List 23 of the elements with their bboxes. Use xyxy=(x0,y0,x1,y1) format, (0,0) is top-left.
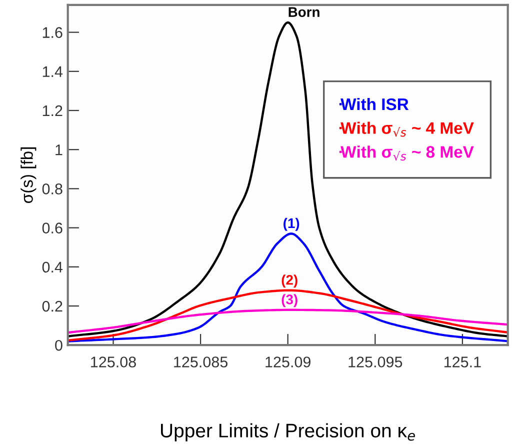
y-tick-label: 0.2 xyxy=(42,300,62,312)
x-tick-label: 125.095 xyxy=(348,356,402,368)
annotation: (1) xyxy=(284,218,300,231)
annotation: (2) xyxy=(282,274,298,288)
legend-label: With σ$_{√s}$ ~ 8 MeV xyxy=(340,146,474,161)
y-tick-label: 1.6 xyxy=(42,27,62,38)
y-tick-label: 1.2 xyxy=(42,105,62,116)
y-tick-label: 0 xyxy=(55,340,62,351)
y-tick-label: 1 xyxy=(56,144,62,156)
y-tick-label: 0.4 xyxy=(42,262,63,273)
y-axis-title: σ(s) [fb] xyxy=(20,147,36,204)
y-tick-label: 1.4 xyxy=(42,66,63,77)
x-axis-title: Upper Limits / Precision on κ$_{e}$ xyxy=(161,423,415,442)
x-tick-label: 125.1 xyxy=(444,356,481,368)
x-tick-label: 125.09 xyxy=(266,356,310,368)
y-tick-label: 0.6 xyxy=(42,222,62,234)
annotation: (3) xyxy=(282,294,298,308)
legend-label: With σ$_{√s}$ ~ 4 MeV xyxy=(340,122,474,137)
annotation: Born xyxy=(288,7,320,17)
x-tick-label: 125.085 xyxy=(174,356,228,368)
legend-label: With ISR xyxy=(340,98,409,110)
x-tick-label: 125.08 xyxy=(91,356,136,368)
y-tick-label: 0.8 xyxy=(42,184,62,194)
